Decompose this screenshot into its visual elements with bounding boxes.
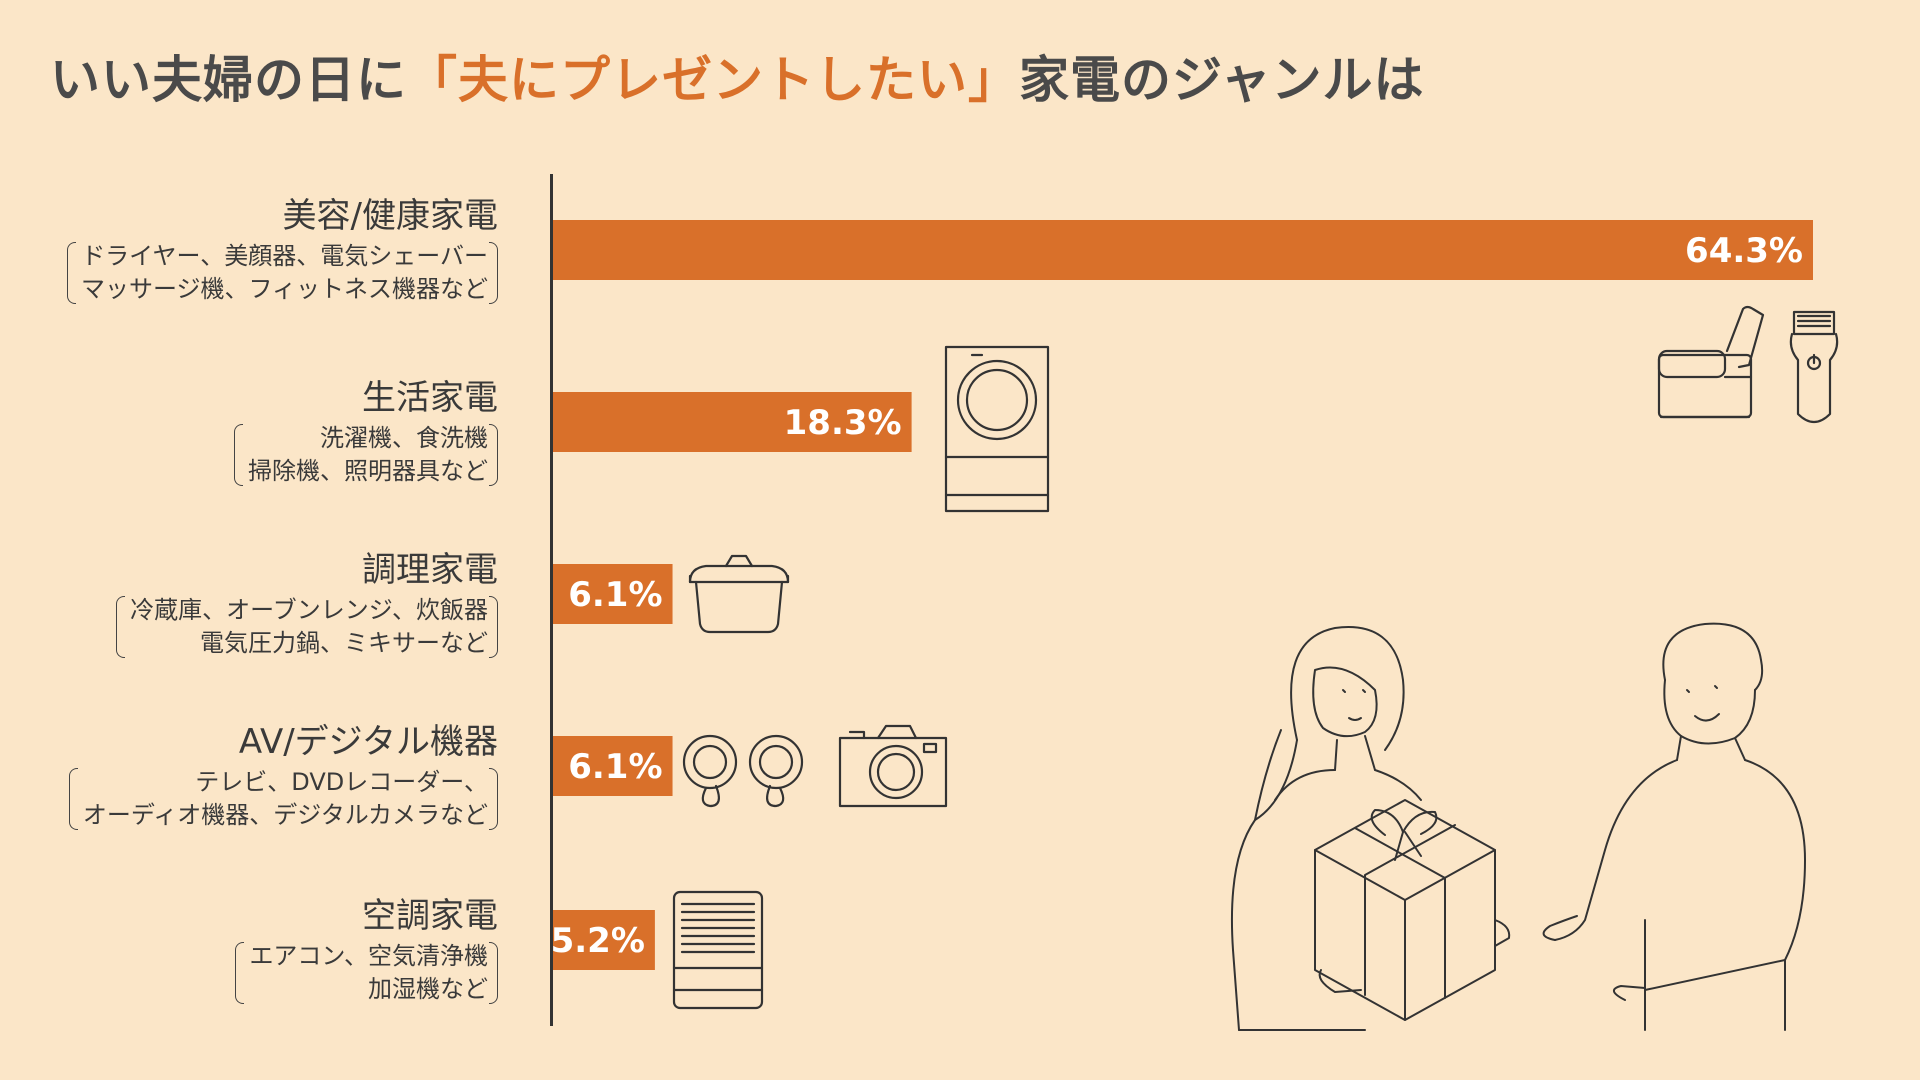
category-description: 洗濯機、食洗機 掃除機、照明器具など: [234, 422, 498, 488]
couple-gift-illustration: [1225, 620, 1825, 1044]
bar-value-label: 64.3%: [1685, 231, 1803, 271]
earbuds-icon: [680, 728, 810, 816]
bar-value-label: 6.1%: [568, 575, 662, 615]
bar-4: [553, 736, 673, 796]
camera-icon: [838, 722, 950, 814]
category-desc-line: テレビ、DVDレコーダー、: [195, 768, 488, 796]
bar-1: [553, 220, 1813, 280]
title-prefix: いい夫婦の日に: [50, 51, 407, 109]
category-desc-line: エアコン、空気清浄機: [249, 942, 488, 970]
category-label: 生活家電: [362, 378, 498, 418]
shaver-icon: [1786, 308, 1842, 432]
category-cooking: 調理家電 冷蔵庫、オーブンレンジ、炊飯器 電気圧力鍋、ミキサーなど: [116, 550, 498, 660]
bar-value-label: 5.2%: [551, 921, 645, 961]
bar-2: [553, 392, 912, 452]
air-purifier-icon: [672, 890, 764, 1014]
woman-figure: [1230, 626, 1422, 1031]
category-description: 冷蔵庫、オーブンレンジ、炊飯器 電気圧力鍋、ミキサーなど: [116, 594, 498, 660]
category-description: ドライヤー、美顔器、電気シェーバー マッサージ機、フィットネス機器など: [66, 240, 499, 306]
category-label: 調理家電: [362, 550, 498, 590]
category-desc-line: ドライヤー、美顔器、電気シェーバー: [81, 242, 488, 270]
category-beauty-health: 美容/健康家電 ドライヤー、美顔器、電気シェーバー マッサージ機、フィットネス機…: [66, 196, 499, 306]
category-desc-line: 洗濯機、食洗機: [320, 424, 488, 452]
chart-title: いい夫婦の日に「夫にプレゼントしたい」家電のジャンルは: [50, 40, 1425, 112]
bar-3: [553, 564, 673, 624]
bar-value-label: 18.3%: [784, 403, 902, 443]
category-desc-line: 加湿機など: [368, 975, 488, 1003]
category-label: 空調家電: [362, 896, 498, 936]
category-desc-line: オーディオ機器、デジタルカメラなど: [82, 801, 488, 829]
category-label: AV/デジタル機器: [238, 722, 498, 762]
category-av-digital: AV/デジタル機器 テレビ、DVDレコーダー、 オーディオ機器、デジタルカメラな…: [68, 722, 499, 832]
category-air-conditioning: 空調家電 エアコン、空気清浄機 加湿機など: [235, 896, 498, 1006]
category-desc-line: 冷蔵庫、オーブンレンジ、炊飯器: [130, 596, 488, 624]
pot-icon: [686, 552, 792, 640]
massage-chair-icon: [1655, 305, 1765, 429]
bar-value-label: 6.1%: [568, 747, 662, 787]
category-axis-line: [550, 174, 553, 1026]
category-desc-line: マッサージ機、フィットネス機器など: [80, 275, 488, 303]
category-label: 美容/健康家電: [282, 196, 498, 236]
category-description: テレビ、DVDレコーダー、 オーディオ機器、デジタルカメラなど: [68, 766, 499, 832]
title-suffix: 家電のジャンルは: [1019, 51, 1425, 109]
category-desc-line: 掃除機、照明器具など: [248, 457, 488, 485]
category-desc-line: 電気圧力鍋、ミキサーなど: [200, 629, 488, 657]
category-living: 生活家電 洗濯機、食洗機 掃除機、照明器具など: [234, 378, 498, 488]
gift-box: [1314, 799, 1511, 1021]
bar-5: [553, 910, 655, 970]
man-figure: [1542, 622, 1806, 1031]
washing-machine-icon: [944, 345, 1050, 517]
category-description: エアコン、空気清浄機 加湿機など: [235, 940, 498, 1006]
title-highlight: 「夫にプレゼントしたい」: [407, 51, 1019, 109]
